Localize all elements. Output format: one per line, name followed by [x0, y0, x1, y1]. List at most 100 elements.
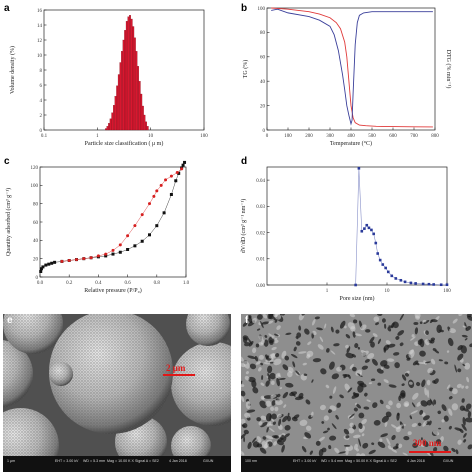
y-tick-label: 40	[33, 239, 39, 244]
sem-info-e-0: EHT = 3.00 kV	[55, 459, 79, 463]
y-axis-title: Quantity adsorbed (cm³ g⁻¹)	[5, 188, 12, 256]
pore-size-point	[414, 282, 417, 285]
y-tick-label: 0.04	[256, 179, 265, 184]
panel-b: b 0 100 200 300 400 500 600 700 800 0 20 40 60 80 100 Te…	[237, 0, 474, 153]
y-tick-label: 0.01	[256, 258, 265, 263]
histogram-bar	[133, 37, 136, 131]
histogram-bar	[119, 62, 122, 131]
sem-info-bar-f: 100 nm EHT = 3.00 kV WD = 5.4 mm Mag = 5…	[241, 456, 472, 472]
x-axis-title: Particle size classification ( μ m)	[85, 140, 164, 147]
adsorption-point	[47, 262, 51, 266]
pore-size-point	[378, 258, 382, 262]
y-axis-right-title: DTG (% min⁻¹)	[445, 50, 452, 89]
histogram-bar	[122, 39, 125, 131]
desorption-point	[180, 167, 184, 171]
sem-info-f-3: Signal A = SE2	[373, 459, 397, 463]
y-tick-label: 60	[33, 221, 39, 226]
y-tick-label: 20	[260, 104, 266, 109]
y-tick-label: 120	[31, 166, 39, 171]
pore-size-point	[354, 283, 357, 287]
adsorption-point	[50, 261, 54, 265]
y-axis-title: Volume density (%)	[9, 46, 16, 94]
histogram-bar	[114, 96, 117, 131]
adsorption-point	[181, 163, 185, 167]
y-tick-label: 0	[40, 129, 43, 134]
x-tick-label: 300	[326, 134, 334, 139]
histogram-bar	[105, 128, 107, 131]
histogram-bar	[127, 16, 130, 131]
x-axis-title: Temperature (°C)	[330, 140, 372, 147]
sem-info-f-4: 4 Jan 2018	[407, 459, 425, 463]
histogram-bar	[111, 112, 114, 131]
histogram-bar	[121, 51, 123, 131]
pore-size-point	[394, 277, 398, 280]
pore-size-point	[376, 252, 380, 255]
sem-info-f-0: EHT = 3.00 kV	[293, 459, 317, 463]
desorption-point	[133, 224, 137, 228]
sem-image-e: 2 μm e 1 μm EHT = 3.00 kV WD = 5.3 mm Ma…	[3, 314, 231, 472]
sem-spheres-picture	[3, 314, 231, 472]
histogram-bar	[124, 30, 127, 131]
adsorption-point	[177, 171, 181, 175]
histogram-bar	[125, 21, 128, 131]
chart-b: b 0 100 200 300 400 500 600 700 800 0 20 40 60 80 100 Te…	[241, 3, 452, 147]
y-tick-label: 10	[37, 54, 43, 59]
x-tick-label: 0.8	[154, 281, 161, 286]
desorption-point	[89, 256, 93, 260]
x-tick-label: 100	[443, 289, 451, 294]
y-axis-title: dV/dD (cm³ g⁻¹ nm⁻¹)	[240, 199, 247, 254]
panel-d: d 1 10 100 0.00 0.01 0.02 0.03 0.04 Pore size (nm…	[237, 153, 474, 308]
x-tick-label: 200	[305, 134, 313, 139]
y-tick-label: 0	[36, 276, 39, 281]
x-tick-label: 0.2	[66, 281, 73, 286]
y-tick-label: 100	[258, 7, 266, 12]
x-tick-label: 0.1	[41, 134, 48, 139]
x-tick-label: 100	[200, 134, 208, 139]
adsorption-point	[118, 250, 122, 254]
tg-curve	[271, 7, 433, 128]
pore-size-point	[365, 223, 369, 227]
panel-label-c: c	[4, 156, 10, 167]
adsorption-point	[169, 193, 173, 196]
x-tick-label: 0.0	[37, 281, 44, 286]
pore-size-point	[360, 229, 364, 233]
adsorption-point	[44, 263, 48, 267]
y-tick-label: 12	[37, 39, 43, 44]
desorption-point	[82, 257, 86, 261]
x-axis-title: Pore size (nm)	[340, 295, 375, 302]
sem-info-e-5: GXUN	[203, 459, 214, 463]
x-tick-label: 600	[389, 134, 397, 139]
histogram-bar	[116, 85, 119, 131]
pore-size-point	[367, 226, 371, 230]
sem-info-bar-e: 1 μm EHT = 3.00 kV WD = 5.3 mm Mag = 10.…	[3, 456, 231, 472]
pore-size-point	[363, 227, 366, 230]
x-tick-label: 1.0	[183, 281, 190, 286]
x-tick-label: 400	[347, 134, 355, 139]
adsorption-point	[133, 244, 137, 248]
desorption-point	[96, 254, 100, 258]
adsorption-point	[41, 265, 45, 269]
adsorption-point	[183, 160, 187, 164]
desorption-point	[155, 189, 159, 193]
adsorption-point	[39, 267, 43, 271]
histogram-bar	[106, 126, 109, 131]
adsorption-point	[174, 179, 178, 183]
x-tick-label: 700	[410, 134, 418, 139]
desorption-point	[126, 234, 130, 238]
x-tick-label: 100	[284, 134, 292, 139]
pore-size-point	[381, 263, 385, 266]
histogram-bar	[113, 105, 115, 131]
histogram-bar	[135, 51, 138, 131]
adsorption-point	[39, 270, 43, 273]
sem-info-f-5: GXUN	[443, 459, 454, 463]
x-tick-label: 0.6	[124, 281, 131, 286]
adsorption-point	[148, 233, 151, 237]
desorption-point	[175, 171, 179, 174]
pore-size-point	[403, 280, 407, 284]
y-tick-label: 0	[263, 129, 266, 134]
y-tick-label: 100	[31, 184, 39, 189]
y-tick-label: 0.02	[256, 231, 265, 236]
adsorption-point	[111, 252, 115, 256]
desorption-point	[152, 194, 156, 198]
sem-image-f: 300 nm f 100 nm EHT = 3.00 kV WD = 5.4 m…	[241, 314, 472, 472]
